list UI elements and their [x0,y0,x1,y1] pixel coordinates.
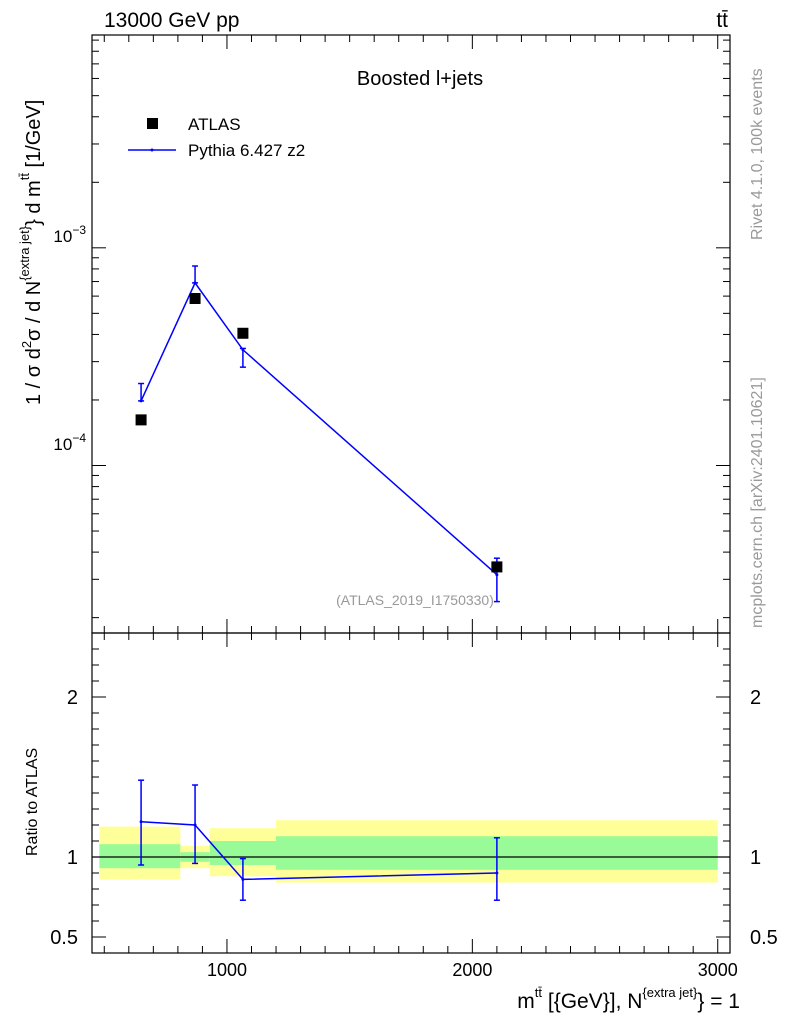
beam-label: 13000 GeV pp [104,9,239,32]
mc-line [140,281,498,576]
ratio-point [495,871,499,875]
atlas-data-point [491,561,503,573]
analysis-id-label: (ATLAS_2019_I1750330) [336,592,494,608]
x-tick-label: 3000 [698,960,738,980]
legend-marker-atlas [147,118,158,129]
ratio-y-tick-labels: 0.5 0.5 1 1 2 2 [50,687,778,949]
mc-point [139,399,143,403]
y-tick-label-1e-4: 10−4 [53,431,86,454]
rivet-version-label: Rivet 4.1.0, 100k events [749,68,766,240]
ratio-y-axis-label: Ratio to ATLAS [24,748,41,856]
ratio-point [193,823,197,827]
ratio-y-tick-label-left: 0.5 [50,927,78,949]
mc-point [495,573,499,577]
x-tick-label: 2000 [452,960,492,980]
ratio-plot-series [138,779,500,901]
x-axis-label: mtt̄ [{GeV}], N{extra jet}} = 1 [517,985,740,1013]
ratio-y-tick-label-right: 2 [750,687,761,709]
atlas-data-point [237,327,249,339]
legend-marker-mc [150,148,154,152]
ratio-axis-ticks [92,633,730,953]
main-axis-ticks [92,35,730,633]
legend: ATLAS Pythia 6.427 z2 [128,115,305,160]
ratio-point [139,820,143,824]
ratio-mc-line [141,821,497,881]
mc-point [193,281,197,285]
ratio-y-tick-label-left: 1 [67,847,78,869]
ratio-uncertainty-bands [99,820,718,883]
ratio-y-tick-label-left: 2 [67,687,78,709]
ratio-point [241,877,245,881]
mcplots-source-label: mcplots.cern.ch [arXiv:2401.10621] [749,377,766,628]
ratio-y-tick-label-right: 0.5 [750,927,778,949]
x-tick-labels: 1000 2000 3000 [207,960,738,980]
x-tick-label: 1000 [207,960,247,980]
ratio-y-tick-label-right: 1 [750,847,761,869]
process-label: tt̄ [716,9,728,32]
legend-label-mc: Pythia 6.427 z2 [188,141,305,160]
y-tick-label-1e-3: 10−3 [53,223,86,246]
main-y-axis-label: 1 / σ d2σ / d N{extra jet}} d mtt̄ [1/Ge… [17,100,45,405]
main-plot-series [135,265,503,603]
ratio-panel-frame [91,632,731,954]
mc-point [241,348,245,352]
atlas-data-point [135,414,147,426]
band-inner-0 [99,844,181,869]
atlas-data-point [189,293,201,305]
plot-title: Boosted l+jets [357,68,483,90]
legend-label-atlas: ATLAS [188,115,241,134]
